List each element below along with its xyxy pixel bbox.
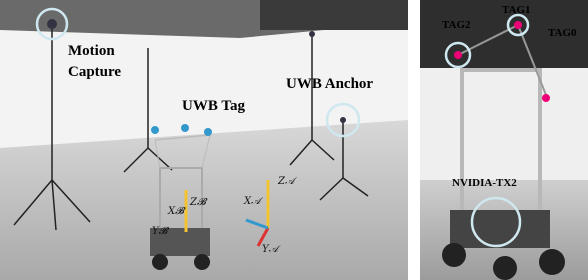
separator (408, 0, 420, 280)
figure: Motion Capture UWB Tag UWB Anchor Z𝓑 X𝓑 … (0, 0, 588, 280)
tag-label: TAG0 (548, 27, 577, 39)
label: UWB Anchor (286, 76, 373, 92)
axis-label: Y𝓑 (152, 226, 170, 237)
tag-label: TAG1 (502, 4, 531, 16)
right-photo: TAG2 TAG1 TAG0 NVIDIA-TX2 (420, 0, 588, 280)
label: Capture (68, 64, 121, 80)
label: UWB Tag (182, 98, 245, 114)
axis-label: Z𝓑 (189, 197, 208, 208)
left-photo: Motion Capture UWB Tag UWB Anchor Z𝓑 X𝓑 … (0, 0, 408, 280)
label: Motion (68, 43, 115, 59)
label: NVIDIA-TX2 (452, 177, 517, 189)
axis-label: X𝓑 (167, 206, 186, 217)
tag-label: TAG2 (442, 19, 471, 31)
